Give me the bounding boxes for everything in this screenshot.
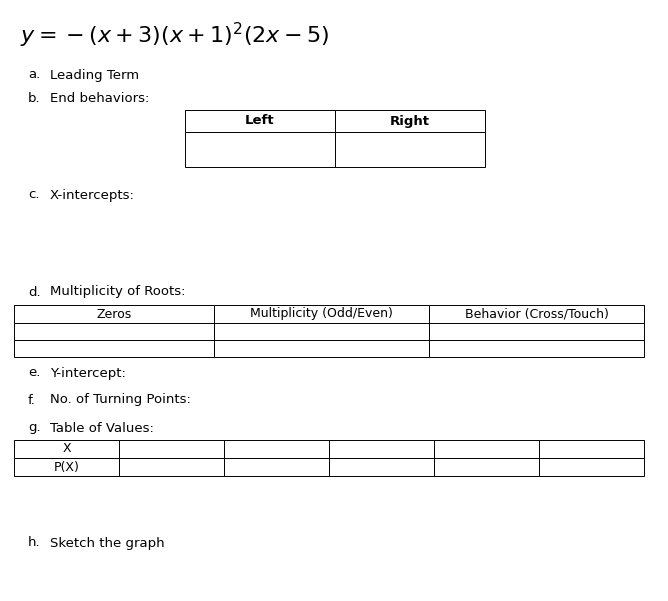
Text: b.: b. bbox=[28, 91, 41, 105]
Text: P(X): P(X) bbox=[53, 460, 79, 474]
Bar bbox=[224, 440, 329, 458]
Text: Leading Term: Leading Term bbox=[50, 69, 139, 82]
Text: h.: h. bbox=[28, 537, 41, 549]
Text: Multiplicity of Roots:: Multiplicity of Roots: bbox=[50, 285, 186, 299]
Bar bbox=[539, 440, 644, 458]
Text: e.: e. bbox=[28, 367, 40, 379]
Bar bbox=[214, 305, 429, 323]
Bar bbox=[434, 458, 539, 476]
Bar bbox=[14, 458, 119, 476]
Text: $y = -(x+3)(x+1)^{2}(2x-5)$: $y = -(x+3)(x+1)^{2}(2x-5)$ bbox=[20, 20, 329, 50]
Text: Left: Left bbox=[245, 115, 275, 127]
Bar bbox=[539, 458, 644, 476]
Text: a.: a. bbox=[28, 69, 40, 82]
Text: Table of Values:: Table of Values: bbox=[50, 421, 154, 435]
Bar bbox=[434, 440, 539, 458]
Text: f.: f. bbox=[28, 394, 36, 406]
Text: g.: g. bbox=[28, 421, 41, 435]
Bar bbox=[14, 305, 214, 323]
Bar bbox=[329, 440, 434, 458]
Text: c.: c. bbox=[28, 189, 39, 201]
Text: Sketch the graph: Sketch the graph bbox=[50, 537, 164, 549]
Bar bbox=[429, 305, 644, 323]
Bar bbox=[185, 132, 335, 167]
Bar bbox=[185, 110, 335, 132]
Bar bbox=[214, 323, 429, 340]
Bar bbox=[14, 440, 119, 458]
Text: Y-intercept:: Y-intercept: bbox=[50, 367, 126, 379]
Text: Zeros: Zeros bbox=[96, 308, 132, 320]
Bar bbox=[119, 440, 224, 458]
Bar bbox=[329, 458, 434, 476]
Text: Behavior (Cross/Touch): Behavior (Cross/Touch) bbox=[464, 308, 609, 320]
Bar bbox=[14, 323, 214, 340]
Bar bbox=[214, 340, 429, 357]
Text: X-intercepts:: X-intercepts: bbox=[50, 189, 135, 201]
Bar bbox=[429, 323, 644, 340]
Bar bbox=[335, 132, 485, 167]
Bar bbox=[429, 340, 644, 357]
Text: Multiplicity (Odd/Even): Multiplicity (Odd/Even) bbox=[250, 308, 393, 320]
Bar bbox=[119, 458, 224, 476]
Bar bbox=[224, 458, 329, 476]
Text: End behaviors:: End behaviors: bbox=[50, 91, 150, 105]
Bar bbox=[14, 340, 214, 357]
Text: d.: d. bbox=[28, 285, 41, 299]
Bar bbox=[335, 110, 485, 132]
Text: X: X bbox=[62, 442, 71, 456]
Text: No. of Turning Points:: No. of Turning Points: bbox=[50, 394, 191, 406]
Text: Right: Right bbox=[390, 115, 430, 127]
